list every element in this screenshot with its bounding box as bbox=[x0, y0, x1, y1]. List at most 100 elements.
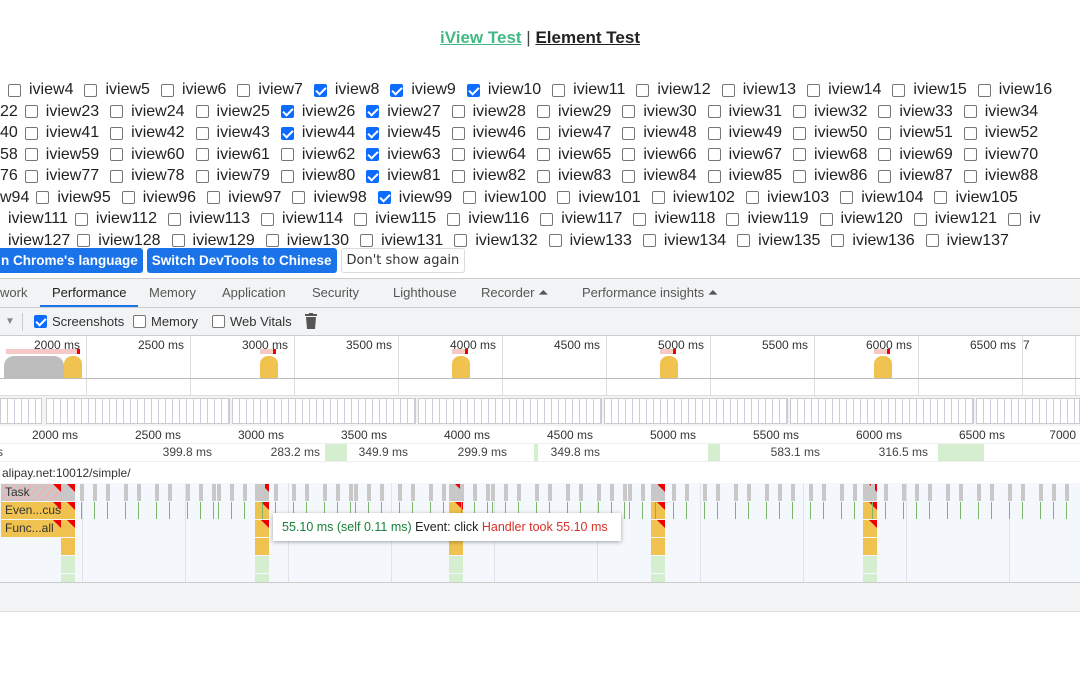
checkbox[interactable] bbox=[36, 191, 50, 204]
frame-block[interactable] bbox=[938, 444, 984, 461]
checkbox[interactable] bbox=[195, 105, 209, 118]
checkbox[interactable] bbox=[925, 234, 939, 247]
trace-event[interactable] bbox=[871, 484, 875, 501]
checkbox[interactable] bbox=[1008, 212, 1022, 226]
checkbox[interactable] bbox=[212, 315, 225, 328]
checkbox[interactable] bbox=[913, 212, 927, 226]
checkbox[interactable] bbox=[878, 105, 892, 118]
checkbox[interactable] bbox=[878, 169, 892, 183]
trace-event[interactable] bbox=[853, 484, 857, 501]
checkbox[interactable] bbox=[892, 83, 906, 97]
trace-event[interactable] bbox=[323, 484, 327, 501]
trace-event[interactable] bbox=[863, 538, 877, 555]
trace-event[interactable] bbox=[610, 484, 614, 501]
trace-event[interactable] bbox=[137, 484, 141, 501]
checkbox[interactable] bbox=[160, 83, 174, 97]
trace-event[interactable] bbox=[429, 484, 433, 501]
trace-event[interactable] bbox=[367, 484, 371, 501]
checkbox[interactable] bbox=[737, 234, 751, 247]
trace-event[interactable] bbox=[336, 484, 340, 501]
trace-event[interactable] bbox=[217, 484, 221, 501]
trace-event[interactable] bbox=[651, 502, 665, 519]
trace-event[interactable] bbox=[61, 520, 75, 537]
trace-event[interactable] bbox=[398, 484, 402, 501]
screenshots-checkbox[interactable]: Screenshots bbox=[34, 314, 124, 329]
checkbox[interactable] bbox=[280, 126, 294, 140]
trace-event[interactable] bbox=[1008, 484, 1012, 501]
checkbox[interactable] bbox=[313, 83, 327, 97]
match-chrome-language-button[interactable]: n Chrome's language bbox=[0, 248, 143, 273]
trace-event[interactable] bbox=[641, 484, 645, 501]
trace-event[interactable] bbox=[535, 484, 539, 501]
checkbox[interactable] bbox=[292, 191, 306, 204]
trace-event[interactable] bbox=[473, 484, 477, 501]
trace-event[interactable] bbox=[884, 484, 888, 501]
checkbox[interactable] bbox=[934, 191, 948, 204]
trace-event[interactable] bbox=[212, 484, 216, 501]
trace-event[interactable] bbox=[442, 484, 446, 501]
screenshot-thumbnail[interactable] bbox=[790, 398, 974, 424]
trace-event[interactable] bbox=[449, 538, 463, 555]
trace-event[interactable] bbox=[703, 484, 707, 501]
trace-event[interactable] bbox=[230, 484, 234, 501]
trace-event[interactable] bbox=[255, 520, 269, 537]
frame-block[interactable] bbox=[325, 444, 347, 461]
checkbox[interactable] bbox=[390, 83, 404, 97]
trace-event[interactable] bbox=[651, 520, 665, 537]
checkbox[interactable] bbox=[726, 212, 740, 226]
checkbox[interactable] bbox=[707, 105, 721, 118]
checkbox[interactable] bbox=[793, 148, 807, 161]
trace-event[interactable] bbox=[840, 484, 844, 501]
checkbox[interactable] bbox=[24, 148, 38, 161]
trace-event[interactable] bbox=[654, 484, 658, 501]
screenshot-thumbnail[interactable] bbox=[976, 398, 1080, 424]
checkbox[interactable] bbox=[536, 148, 550, 161]
trace-event[interactable] bbox=[449, 484, 463, 501]
trace-event[interactable] bbox=[734, 484, 738, 501]
checkbox[interactable] bbox=[707, 148, 721, 161]
trace-event[interactable] bbox=[61, 538, 75, 555]
checkbox[interactable] bbox=[8, 83, 21, 97]
trace-event[interactable] bbox=[928, 484, 932, 501]
trace-event[interactable] bbox=[765, 484, 769, 501]
checkbox[interactable] bbox=[807, 83, 821, 97]
switch-to-chinese-button[interactable]: Switch DevTools to Chinese bbox=[146, 248, 337, 273]
checkbox[interactable] bbox=[636, 83, 650, 97]
checkbox[interactable] bbox=[466, 83, 480, 97]
checkbox[interactable] bbox=[622, 105, 636, 118]
tab-recorder[interactable]: Recorder ⏶ bbox=[481, 279, 549, 307]
frame-block[interactable] bbox=[534, 444, 538, 461]
memory-checkbox[interactable]: Memory bbox=[133, 314, 198, 329]
trace-event[interactable] bbox=[61, 484, 75, 501]
checkbox[interactable] bbox=[451, 169, 465, 183]
function-call[interactable]: Func...all bbox=[1, 520, 61, 537]
checkbox[interactable] bbox=[707, 169, 721, 183]
event-focus[interactable]: Even...cus bbox=[1, 502, 61, 519]
checkbox[interactable] bbox=[707, 126, 721, 140]
checkbox[interactable] bbox=[552, 83, 566, 97]
checkbox[interactable] bbox=[84, 83, 98, 97]
trace-event[interactable] bbox=[61, 502, 75, 519]
trace-event[interactable] bbox=[255, 574, 269, 582]
trace-event[interactable] bbox=[261, 484, 265, 501]
checkbox[interactable] bbox=[24, 105, 38, 118]
checkbox[interactable] bbox=[878, 126, 892, 140]
screenshot-thumbnail[interactable] bbox=[46, 398, 230, 424]
dropdown-arrow-icon[interactable]: ▼ bbox=[5, 316, 15, 327]
trash-icon[interactable] bbox=[305, 313, 317, 329]
checkbox[interactable] bbox=[280, 148, 294, 161]
dont-show-again-button[interactable]: Don't show again bbox=[340, 248, 466, 273]
trace-event[interactable] bbox=[778, 484, 782, 501]
checkbox[interactable] bbox=[110, 126, 124, 140]
checkbox[interactable] bbox=[280, 105, 294, 118]
checkbox[interactable] bbox=[454, 234, 468, 247]
checkbox[interactable] bbox=[745, 191, 759, 204]
checkbox[interactable] bbox=[24, 169, 38, 183]
checkbox[interactable] bbox=[451, 126, 465, 140]
trace-event[interactable] bbox=[460, 484, 464, 501]
trace-event[interactable] bbox=[199, 484, 203, 501]
iview-test-link[interactable]: iView Test bbox=[439, 28, 522, 47]
trace-event[interactable] bbox=[292, 484, 296, 501]
trace-event[interactable] bbox=[124, 484, 128, 501]
checkbox[interactable] bbox=[642, 234, 656, 247]
